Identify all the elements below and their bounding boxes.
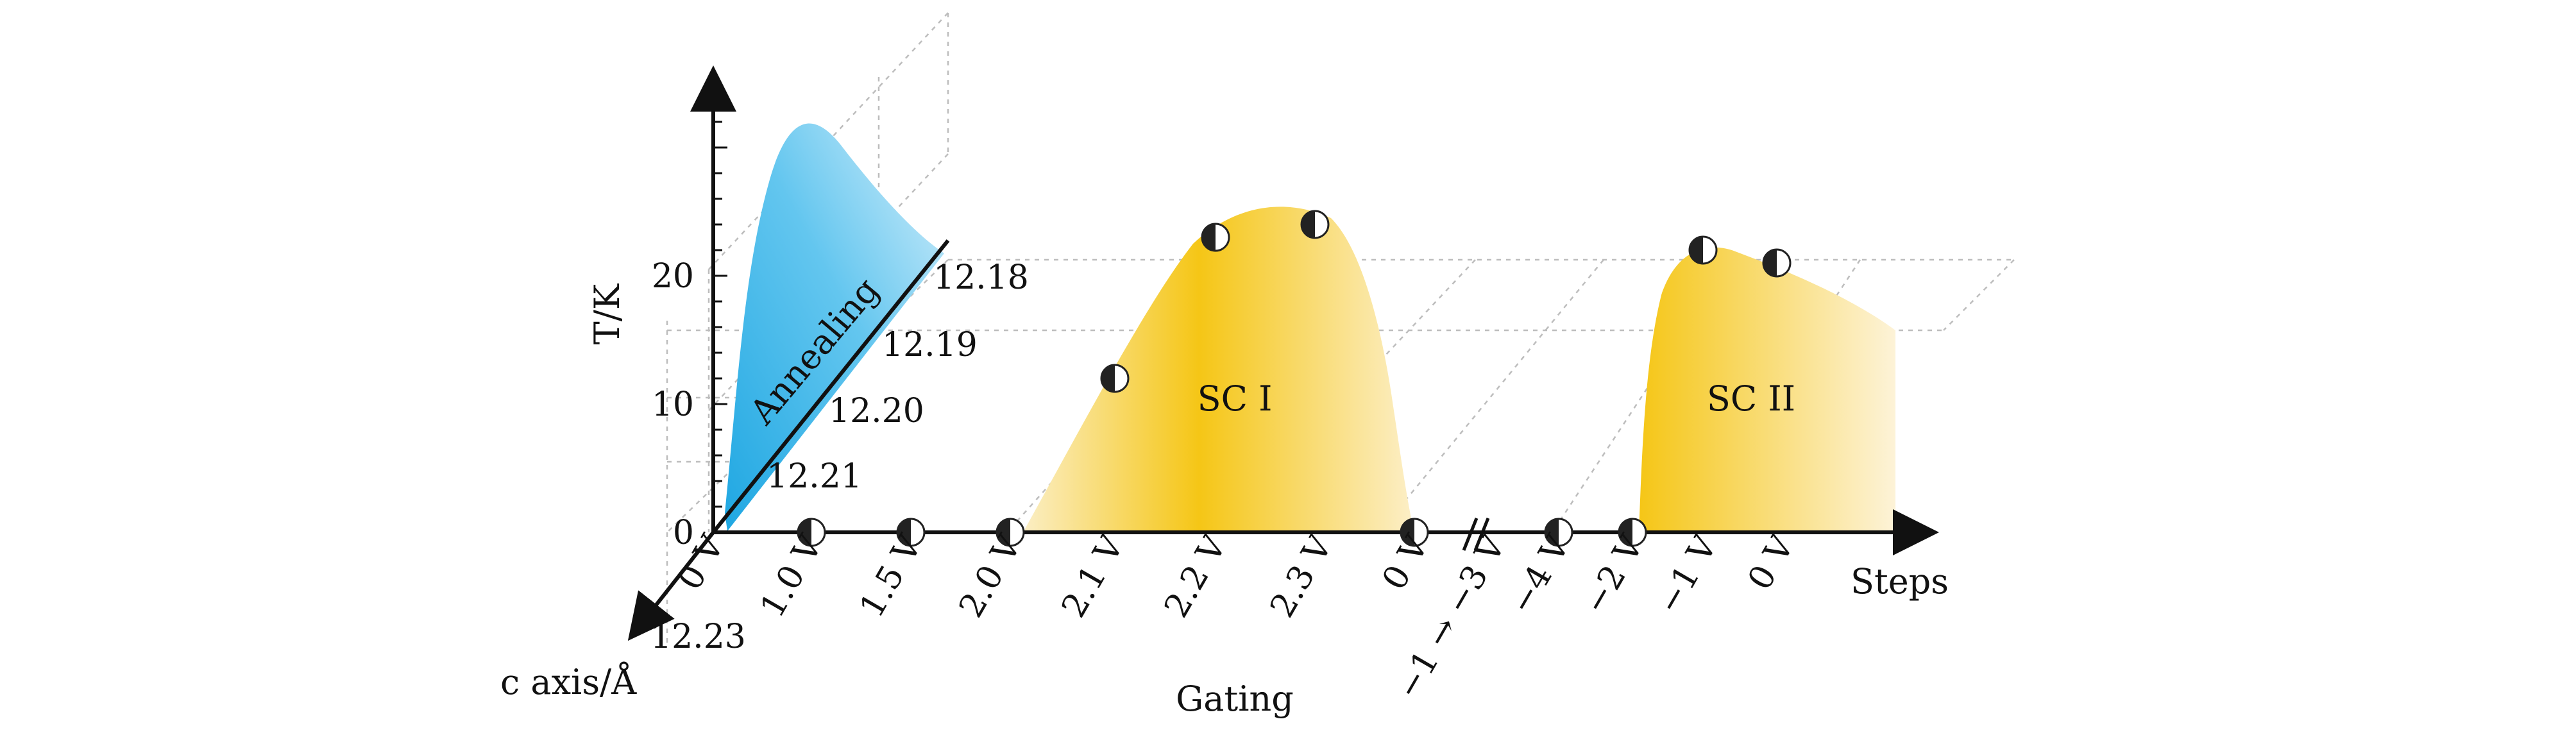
c-axis-tick-label: 12.20 [829,392,924,430]
region-label: SC I [1198,378,1273,419]
data-point-fill [1101,365,1115,392]
x-category-label: −2 V [1576,528,1652,620]
x-category-label: 2.1 V [1055,528,1132,624]
data-point-fill [1401,519,1414,546]
data-point-fill [798,519,811,546]
x-category-label: 1.0 V [753,528,831,624]
data-point-fill [1690,237,1703,264]
data-point [1300,210,1330,239]
y-tick-label: 10 [652,385,694,424]
y-tick-label: 0 [673,514,694,552]
data-point [896,518,926,547]
y-tick-label: 20 [652,257,694,296]
x-category-label: −4 V [1502,528,1578,620]
data-point-fill [1619,519,1632,546]
region-area-sc-i [1023,207,1414,532]
x-category-label: 2.0 V [952,528,1030,624]
data-point [1618,518,1647,547]
data-point-fill [997,519,1010,546]
y-axis-title: T/K [587,283,627,344]
axis-break-stroke [1462,518,1479,551]
c-axis-tick-label: 12.19 [882,326,978,364]
region-area-sc-ii [1639,247,1895,532]
phase-areas [725,123,1895,532]
c-axis-tick-label: 12.21 [767,457,862,496]
region-label: SC II [1707,378,1795,419]
x-category-label: 2.3 V [1263,528,1341,624]
data-point [1100,364,1130,393]
c-axis-tick-label: 12.18 [933,258,1029,297]
annealing-diagonal-line [711,239,950,534]
data-point [1688,235,1718,265]
data-point [996,518,1025,547]
data-point [797,518,826,547]
x-category-label: 2.2 V [1157,528,1235,624]
x-category-label: 1.5 V [852,528,930,624]
data-point [1762,248,1792,278]
x-category-label: 0 V [1741,528,1802,596]
region-area-annealing [725,123,944,532]
axis-break-stroke [1473,518,1490,551]
c-axis-tick-label: 12.23 [650,618,746,656]
gating-label: Gating [1176,679,1294,719]
x-category-label: 0 V [1375,528,1437,596]
x-category-label: −1 V [1650,528,1725,620]
data-point [1201,223,1230,252]
axis-break-icon [1462,518,1490,551]
c-axis-line [627,531,715,641]
data-point-fill [1763,249,1777,276]
x-axis-title: Steps [1851,561,1949,602]
c-axis-title: c axis/Å [500,661,637,702]
data-point [1400,518,1429,547]
data-point-fill [897,519,911,546]
data-points [797,210,1792,547]
data-point [1544,518,1573,547]
data-point-fill [1301,211,1315,238]
data-point-fill [1202,224,1216,251]
data-point-fill [1545,519,1559,546]
